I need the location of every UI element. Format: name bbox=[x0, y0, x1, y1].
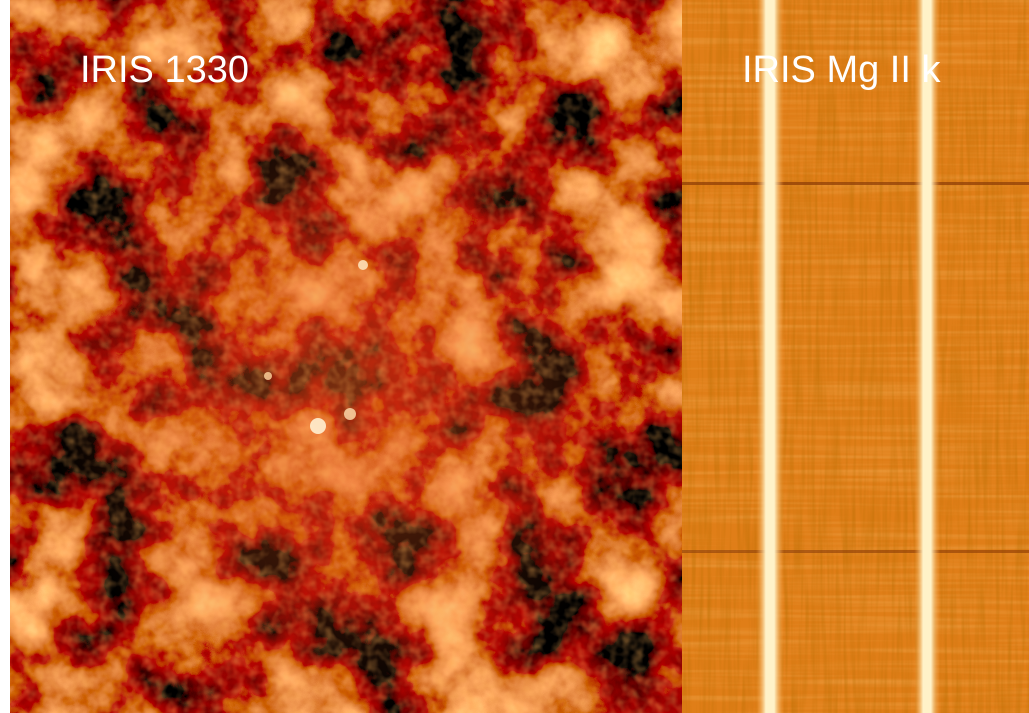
left-panel: IRIS 1330 bbox=[10, 0, 682, 713]
page: IRIS 1330 IRIS Mg II k (() => { const da… bbox=[0, 0, 1029, 713]
figure: IRIS 1330 IRIS Mg II k bbox=[0, 0, 1029, 713]
panel-label: IRIS 1330 bbox=[80, 49, 249, 91]
right-panel: IRIS Mg II k bbox=[682, 0, 1029, 713]
panel-label: IRIS Mg II k bbox=[742, 49, 941, 91]
